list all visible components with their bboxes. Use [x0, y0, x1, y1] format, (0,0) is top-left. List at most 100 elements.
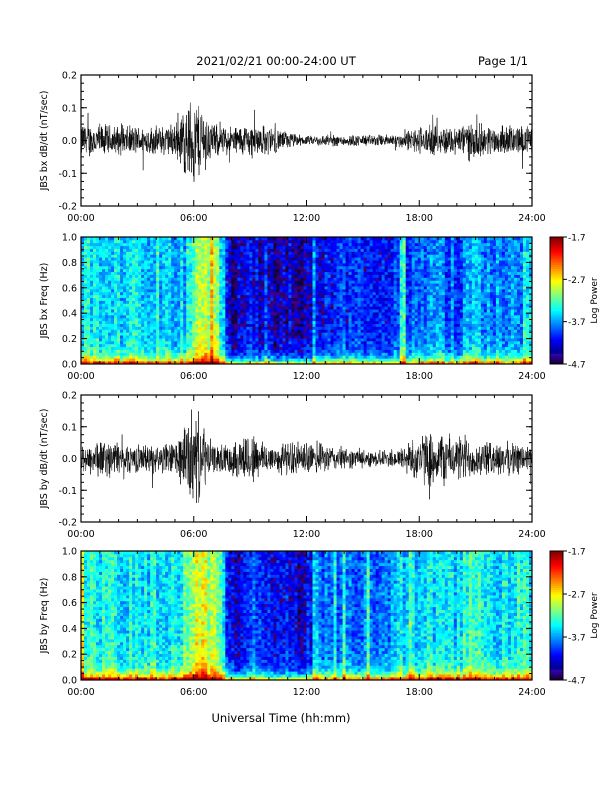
spectrogram-cell	[84, 239, 88, 244]
spectrogram-cell	[384, 294, 389, 299]
spectrogram-cell	[303, 335, 307, 339]
spectrogram-cell	[105, 349, 109, 353]
spectrogram-cell	[162, 280, 166, 284]
spectrogram-cell	[147, 361, 151, 365]
spectrogram-cell	[87, 262, 91, 267]
spectrogram-cell	[303, 340, 307, 345]
spectrogram-cell	[324, 355, 328, 359]
spectrogram-cell	[378, 346, 383, 350]
spectrogram-cell	[219, 326, 223, 330]
spectrogram-cell	[354, 277, 359, 281]
spectrogram-cell	[321, 335, 325, 339]
spectrogram-cell	[243, 265, 247, 270]
spectrogram-cell	[141, 346, 145, 350]
spectrogram-cell	[237, 268, 241, 273]
spectrogram-cell	[324, 320, 328, 324]
spectrogram-cell	[318, 355, 322, 359]
spectrogram-cell	[264, 271, 268, 275]
spectrogram-cell	[321, 245, 325, 249]
spectrogram-cell	[327, 326, 331, 330]
spectrogram-cell	[204, 314, 208, 319]
spectrogram-cell	[357, 312, 362, 316]
spectrogram-cell	[321, 288, 325, 293]
spectrogram-cell	[276, 300, 280, 304]
spectrogram-cell	[84, 237, 88, 241]
spectrogram-cell	[348, 306, 352, 310]
spectrogram-cell	[96, 245, 100, 249]
spectrogram-cell	[276, 286, 280, 290]
spectrogram-cell	[342, 309, 346, 313]
spectrogram-cell	[252, 262, 256, 267]
spectrogram-cell	[351, 297, 356, 301]
spectrogram-cell	[300, 303, 304, 307]
spectrogram-cell	[132, 303, 136, 307]
spectrogram-cell	[102, 283, 106, 287]
spectrogram-cell	[90, 317, 94, 322]
spectrogram-cell	[348, 271, 352, 275]
spectrogram-cell	[207, 303, 211, 307]
spectrogram-cell	[123, 277, 127, 281]
spectrogram-cell	[330, 271, 334, 275]
spectrogram-cell	[405, 338, 410, 342]
spectrogram-cell	[357, 248, 362, 252]
spectrogram-cell	[372, 312, 377, 316]
spectrogram-cell	[387, 280, 392, 284]
spectrogram-cell	[132, 309, 136, 313]
spectrogram-cell	[309, 314, 313, 319]
spectrogram-cell	[399, 312, 404, 316]
spectrogram-cell	[348, 260, 352, 264]
spectrogram-cell	[330, 314, 334, 319]
spectrogram-cell	[123, 271, 127, 275]
spectrogram-cell	[144, 239, 148, 244]
spectrogram-cell	[114, 274, 118, 278]
spectrogram-cell	[408, 265, 413, 270]
spectrogram-cell	[90, 260, 94, 264]
spectrogram-cell	[264, 257, 268, 261]
spectrogram-cell	[336, 352, 340, 356]
spectrogram-cell	[255, 294, 259, 299]
spectrogram-cell	[153, 323, 157, 327]
spectrogram-cell	[156, 271, 160, 275]
spectrogram-cell	[273, 260, 277, 264]
spectrogram-cell	[168, 306, 172, 310]
spectrogram-cell	[159, 280, 163, 284]
spectrogram-cell	[219, 340, 223, 345]
spectrogram-cell	[231, 343, 235, 348]
spectrogram-cell	[252, 332, 256, 336]
spectrogram-cell	[126, 283, 130, 287]
spectrogram-cell	[216, 274, 220, 278]
spectrogram-cell	[288, 314, 292, 319]
spectrogram-cell	[360, 262, 365, 267]
spectrogram-cell	[321, 358, 325, 362]
spectrogram-cell	[162, 320, 166, 324]
spectrogram-cell	[330, 274, 334, 278]
spectrogram-cell	[342, 283, 346, 287]
spectrogram-cell	[291, 329, 295, 333]
spectrogram-cell	[192, 254, 196, 258]
spectrogram-cell	[315, 271, 319, 275]
spectrogram-cell	[87, 358, 91, 362]
spectrogram-cell	[192, 291, 196, 296]
spectrogram-cell	[168, 343, 172, 348]
spectrogram-cell	[303, 291, 307, 296]
spectrogram-cell	[243, 277, 247, 281]
spectrogram-cell	[288, 288, 292, 293]
spectrogram-cell	[339, 343, 343, 348]
spectrogram-cell	[312, 306, 316, 310]
spectrogram-cell	[171, 239, 175, 244]
spectrogram-cell	[399, 242, 404, 247]
spectrogram-cell	[294, 268, 298, 273]
spectrogram-cell	[144, 277, 148, 281]
spectrogram-cell	[249, 309, 253, 313]
spectrogram-cell	[99, 254, 103, 258]
spectrogram-cell	[258, 237, 262, 241]
spectrogram-cell	[300, 262, 304, 267]
spectrogram-cell	[282, 303, 286, 307]
spectrogram-cell	[189, 361, 193, 365]
spectrogram-cell	[171, 326, 175, 330]
spectrogram-cell	[225, 237, 229, 241]
spectrogram-cell	[108, 312, 112, 316]
spectrogram-cell	[384, 352, 389, 356]
spectrogram-cell	[330, 326, 334, 330]
spectrogram-cell	[96, 338, 100, 342]
